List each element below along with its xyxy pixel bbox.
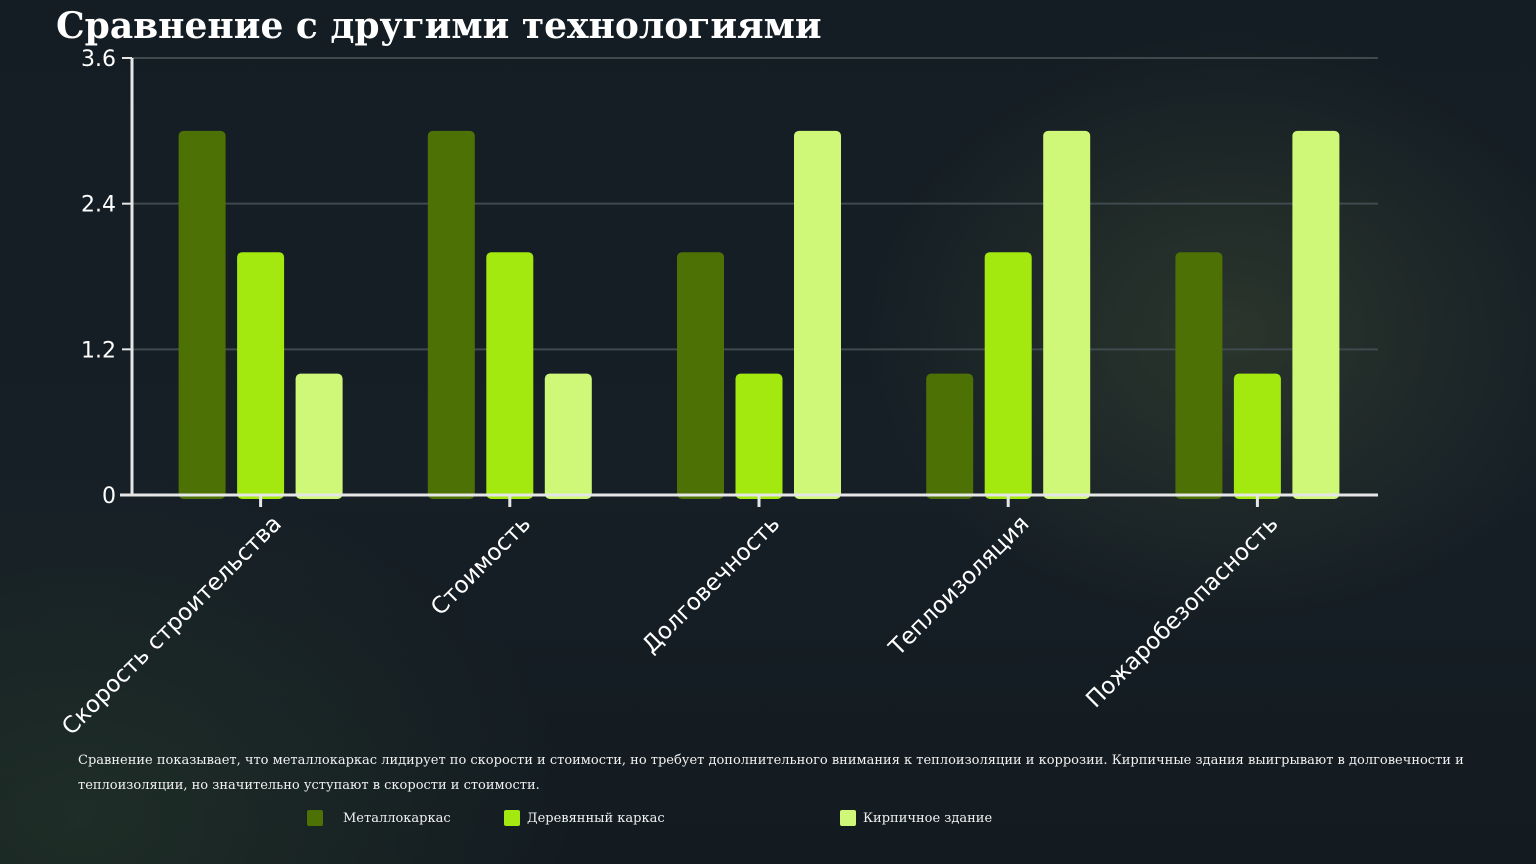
legend-label: Кирпичное здание <box>863 810 993 826</box>
bar <box>544 373 592 499</box>
x-tick-label: Теплоизоляция <box>884 511 1035 662</box>
y-tick-label: 3.6 <box>81 47 116 72</box>
bar <box>427 130 475 500</box>
axes <box>120 58 1378 497</box>
legend-swatch <box>840 810 856 826</box>
x-tick-label: Долговечность <box>638 511 786 659</box>
bar <box>1292 130 1340 500</box>
chart-description: Сравнение показывает, что металлокаркас … <box>78 753 1464 793</box>
legend: Металлокаркас Деревянный каркас Кирпично… <box>307 806 1067 830</box>
bar <box>486 252 534 499</box>
x-tick-label: Стоимость <box>426 511 536 621</box>
bar <box>1175 252 1223 499</box>
bar <box>926 373 974 499</box>
bar <box>1043 130 1091 500</box>
legend-item-metal: Металлокаркас <box>307 806 451 830</box>
legend-label: Металлокаркас <box>343 810 451 826</box>
x-axis-ticks: Скорость строительства Стоимость Долговечн… <box>57 495 1284 740</box>
legend-swatch <box>504 810 520 826</box>
bar <box>677 252 724 499</box>
y-tick-label: 2.4 <box>81 193 116 218</box>
legend-item-wood: Деревянный каркас <box>504 806 665 830</box>
bars <box>178 130 1340 500</box>
page-title: Сравнение с другими технологиями <box>56 5 822 47</box>
bar <box>295 373 343 499</box>
x-tick-label: Скорость строительства <box>57 511 287 740</box>
grid-lines <box>132 57 1378 351</box>
bar <box>794 130 841 500</box>
bar-chart: 0 1.2 2.4 3.6 Скорость строительства Стоимос… <box>57 47 1378 740</box>
y-axis-ticks: 0 1.2 2.4 3.6 <box>81 47 132 509</box>
bar <box>237 252 285 499</box>
bar <box>178 130 226 500</box>
legend-item-brick: Кирпичное здание <box>840 806 992 830</box>
legend-label: Деревянный каркас <box>527 810 665 826</box>
y-tick-label: 1.2 <box>81 338 116 363</box>
bar <box>984 252 1032 499</box>
y-tick-label: 0 <box>102 484 116 509</box>
x-tick-label: Пожаробезопасность <box>1081 511 1283 713</box>
bar <box>1233 373 1281 499</box>
bar <box>735 373 783 499</box>
legend-swatch <box>307 810 323 826</box>
